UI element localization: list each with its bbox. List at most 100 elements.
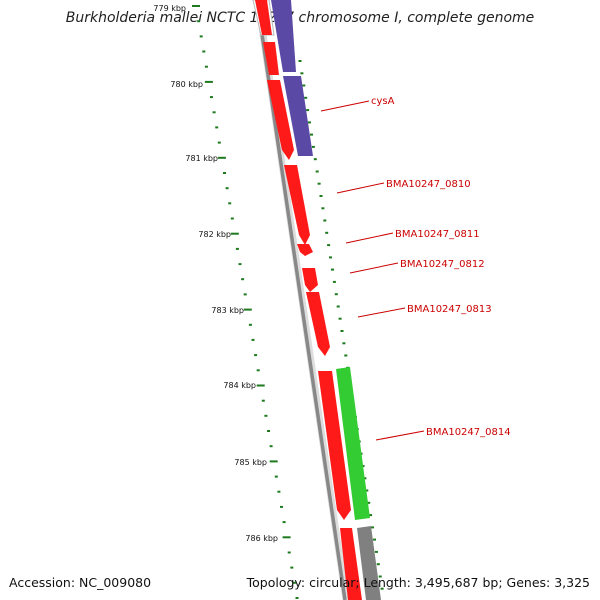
minor-tick-mark bbox=[363, 477, 367, 480]
minor-tick-mark bbox=[282, 521, 286, 524]
minor-tick-mark bbox=[290, 566, 294, 569]
cds-feature bbox=[284, 165, 310, 245]
minor-tick-mark bbox=[369, 514, 373, 517]
tick-label: 779 kbp bbox=[153, 4, 186, 13]
minor-tick-mark bbox=[251, 338, 255, 341]
minor-tick-mark bbox=[225, 187, 229, 190]
minor-tick-mark bbox=[264, 414, 268, 417]
cds-feature bbox=[302, 268, 318, 292]
minor-tick-mark bbox=[306, 109, 310, 112]
minor-tick-mark bbox=[300, 72, 304, 75]
minor-tick-mark bbox=[267, 430, 270, 432]
minor-tick-mark bbox=[199, 35, 203, 38]
minor-tick-mark bbox=[287, 551, 291, 554]
gene-feature-gray bbox=[357, 526, 381, 600]
minor-tick-mark bbox=[311, 145, 315, 148]
minor-tick-mark bbox=[317, 182, 321, 185]
gene-feature-purple bbox=[271, 0, 296, 72]
cds-feature bbox=[263, 42, 279, 75]
minor-tick-mark bbox=[228, 202, 232, 205]
tick-label: 786 kbp bbox=[245, 534, 278, 543]
minor-tick-mark bbox=[325, 231, 329, 234]
gene-label-cysa: cysA bbox=[371, 96, 395, 107]
minor-tick-mark bbox=[274, 475, 278, 478]
minor-tick-mark bbox=[210, 96, 213, 99]
minor-tick-mark bbox=[308, 121, 311, 124]
minor-tick-mark bbox=[304, 96, 308, 99]
minor-tick-mark bbox=[248, 323, 252, 326]
cds-feature bbox=[306, 292, 330, 356]
tick-label: 785 kbp bbox=[234, 458, 267, 467]
tick-label: 781 kbp bbox=[185, 154, 218, 163]
cds-feature bbox=[267, 80, 294, 160]
minor-tick-mark bbox=[321, 207, 325, 210]
minor-tick-mark bbox=[295, 597, 299, 599]
minor-tick-mark bbox=[327, 244, 331, 247]
minor-tick-mark bbox=[230, 217, 234, 220]
minor-tick-mark bbox=[261, 399, 265, 402]
minor-tick-mark bbox=[212, 111, 216, 114]
minor-tick-mark bbox=[371, 526, 374, 529]
minor-tick-mark bbox=[344, 354, 348, 357]
minor-tick-mark bbox=[380, 587, 384, 590]
minor-tick-mark bbox=[365, 489, 369, 492]
major-tick-mark bbox=[204, 80, 213, 83]
outer-track bbox=[271, 0, 381, 600]
minor-tick-mark bbox=[342, 342, 346, 345]
major-tick-mark bbox=[256, 384, 265, 387]
gene-label-0810: BMA10247_0810 bbox=[386, 179, 471, 190]
minor-tick-mark bbox=[243, 293, 247, 296]
minor-tick-mark bbox=[269, 445, 273, 448]
minor-tick-mark bbox=[204, 65, 208, 68]
tick-label: 783 kbp bbox=[211, 306, 244, 315]
gene-labels: cysA BMA10247_0810 BMA10247_0811 BMA1024… bbox=[320, 96, 511, 441]
minor-tick-mark bbox=[217, 141, 221, 144]
gene-label-0811: BMA10247_0811 bbox=[395, 229, 480, 240]
major-tick-mark bbox=[217, 156, 226, 159]
minor-tick-mark bbox=[323, 219, 327, 222]
gene-label-0814: BMA10247_0814 bbox=[426, 427, 511, 438]
minor-tick-mark bbox=[238, 263, 242, 266]
minor-tick-mark bbox=[202, 50, 206, 53]
minor-tick-mark bbox=[215, 126, 219, 129]
minor-tick-dots bbox=[192, 5, 299, 599]
tick-label: 784 kbp bbox=[223, 381, 256, 390]
minor-tick-mark bbox=[280, 505, 283, 508]
minor-tick-mark bbox=[235, 247, 239, 250]
minor-tick-mark bbox=[298, 60, 302, 62]
minor-tick-mark bbox=[376, 563, 380, 566]
minor-tick-mark bbox=[197, 20, 201, 23]
minor-tick-mark bbox=[241, 278, 245, 281]
minor-tick-mark bbox=[338, 317, 342, 320]
gene-feature-purple bbox=[283, 76, 313, 156]
minor-tick-mark bbox=[373, 538, 376, 541]
major-tick-mark bbox=[192, 5, 200, 7]
cds-feature bbox=[255, 0, 272, 35]
minor-tick-mark bbox=[331, 268, 334, 271]
tick-label: 780 kbp bbox=[170, 80, 203, 89]
major-tick-mark bbox=[269, 460, 278, 463]
cds-track bbox=[252, 0, 362, 600]
cds-feature bbox=[340, 528, 362, 600]
gene-feature-green bbox=[336, 367, 370, 520]
outer-tick-dots bbox=[298, 60, 384, 590]
minor-tick-mark bbox=[256, 369, 260, 372]
gene-label-0812: BMA10247_0812 bbox=[400, 259, 485, 270]
minor-tick-mark bbox=[378, 575, 382, 578]
tick-label: 782 kbp bbox=[198, 230, 231, 239]
minor-tick-mark bbox=[313, 158, 317, 161]
minor-tick-mark bbox=[315, 170, 319, 173]
genome-summary: Topology: circular; Length: 3,495,687 bp… bbox=[246, 575, 590, 590]
minor-tick-mark bbox=[329, 256, 332, 259]
minor-tick-mark bbox=[367, 501, 371, 504]
major-tick-mark bbox=[243, 308, 252, 311]
tick-labels: 779 kbp 780 kbp 781 kbp 782 kbp 783 kbp … bbox=[153, 4, 278, 543]
major-tick-mark bbox=[230, 232, 239, 235]
minor-tick-mark bbox=[336, 305, 340, 308]
minor-tick-mark bbox=[254, 354, 258, 357]
minor-tick-mark bbox=[310, 133, 313, 136]
minor-tick-mark bbox=[223, 172, 226, 174]
minor-tick-mark bbox=[332, 280, 336, 283]
major-tick-mark bbox=[282, 536, 291, 539]
